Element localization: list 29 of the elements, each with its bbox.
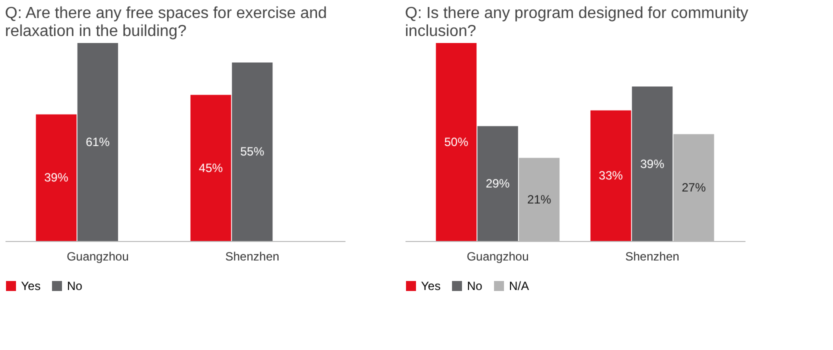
data-label: 55% — [240, 144, 265, 159]
legend-label: Yes — [421, 279, 441, 293]
bar — [477, 126, 518, 241]
bar — [436, 43, 477, 241]
data-label: 61% — [86, 135, 110, 149]
chart-title: Q: Is there any program designed for community inclusion? — [405, 5, 748, 40]
bar — [590, 110, 632, 241]
x-tick-label: Shenzhen — [625, 250, 680, 264]
bar — [632, 86, 673, 241]
legend-label: No — [67, 279, 83, 293]
x-tick-label: Guangzhou — [466, 250, 529, 264]
bar — [36, 114, 77, 241]
bar — [77, 43, 118, 241]
data-label: 39% — [44, 170, 69, 185]
data-label: 33% — [598, 168, 624, 183]
x-tick-label: Shenzhen — [225, 250, 280, 264]
data-label: 50% — [444, 135, 469, 149]
data-label: 21% — [527, 192, 552, 206]
legend-label: N/A — [509, 279, 530, 293]
x-tick-label: Guangzhou — [66, 250, 129, 264]
bar — [190, 94, 232, 241]
data-label: 27% — [682, 180, 706, 195]
legend-label: Yes — [21, 279, 41, 293]
data-label: 39% — [640, 156, 665, 171]
data-label: 29% — [486, 176, 510, 191]
legend-label: No — [467, 279, 483, 293]
data-label: 45% — [198, 160, 224, 175]
chart-title: Q: Are there any free spaces for exercise and relaxation in the building? — [5, 5, 327, 40]
bar — [232, 62, 273, 241]
